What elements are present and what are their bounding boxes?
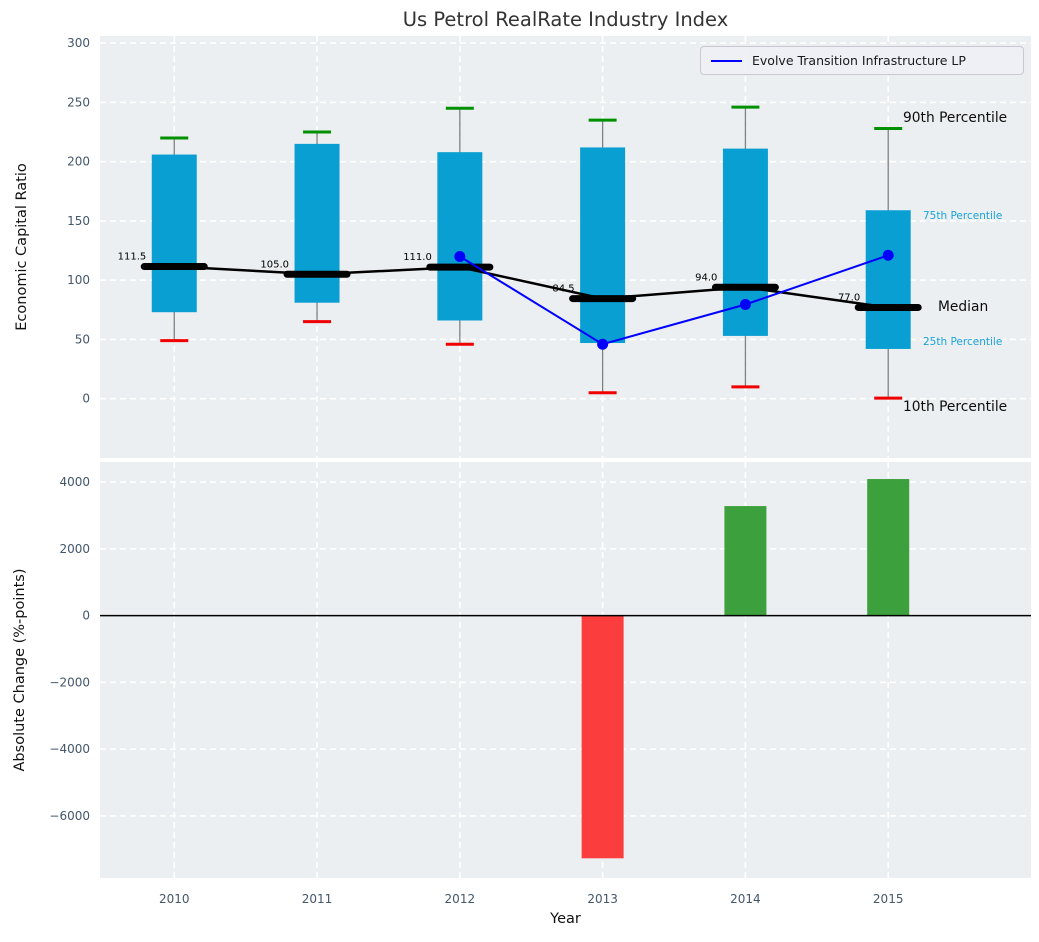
x-tick-label: 2010 [159, 892, 190, 906]
top-y-tick-label: 100 [67, 273, 90, 287]
x-tick-label: 2014 [730, 892, 761, 906]
change-bar [724, 506, 766, 616]
top-y-tick-label: 200 [67, 155, 90, 169]
bottom-y-tick-label: 0 [82, 609, 90, 623]
top-chart: 0 50 100 150 200 250 300 111.5 105.0 111.0 84.5 94.… [67, 36, 1031, 458]
percentile-box [580, 147, 625, 343]
top-y-tick-label: 250 [67, 95, 90, 109]
median-value-label: 84.5 [552, 284, 574, 295]
annotation-median: Median [938, 299, 988, 315]
overlay-series-marker [454, 251, 465, 262]
change-bar [582, 616, 624, 859]
top-y-tick-label: 150 [67, 214, 90, 228]
top-y-axis-label: Economic Capital Ratio [14, 163, 30, 330]
overlay-series-marker [883, 250, 894, 261]
annotation-10th-percentile: 10th Percentile [903, 399, 1007, 415]
median-value-label: 111.0 [403, 252, 432, 263]
bottom-y-tick-label: −6000 [49, 809, 90, 823]
percentile-box [866, 210, 911, 349]
x-tick-label: 2015 [873, 892, 904, 906]
annotation-90th-percentile: 90th Percentile [903, 110, 1007, 126]
bottom-chart: −6000 −4000 −2000 0 2000 4000 2010 2011 2012 2013… [49, 462, 1031, 906]
x-tick-label: 2012 [445, 892, 476, 906]
change-bar [867, 479, 909, 616]
top-y-tick-label: 0 [82, 392, 90, 406]
x-tick-label: 2011 [302, 892, 333, 906]
bottom-y-tick-label: 4000 [59, 475, 90, 489]
percentile-box [152, 155, 197, 313]
median-value-label: 105.0 [260, 259, 289, 270]
bottom-y-tick-label: −4000 [49, 742, 90, 756]
bottom-y-tick-label: 2000 [59, 542, 90, 556]
plot-canvas: 0 50 100 150 200 250 300 111.5 105.0 111.0 84.5 94.… [0, 0, 1039, 942]
median-value-label: 94.0 [695, 272, 717, 283]
legend-line-icon [711, 60, 742, 62]
legend: Evolve Transition Infrastructure LP [700, 46, 1024, 75]
top-y-tick-label: 50 [75, 332, 90, 346]
annotation-75th-percentile: 75th Percentile [923, 210, 1002, 222]
percentile-box [437, 152, 482, 320]
chart-title: Us Petrol RealRate Industry Index [100, 8, 1031, 31]
bottom-y-axis-label: Absolute Change (%-points) [12, 569, 28, 772]
overlay-series-marker [740, 299, 751, 310]
overlay-series-marker [597, 339, 608, 350]
legend-label: Evolve Transition Infrastructure LP [752, 53, 966, 68]
top-y-tick-label: 300 [67, 36, 90, 50]
percentile-box [295, 144, 340, 303]
x-axis-label: Year [100, 911, 1031, 927]
median-value-label: 111.5 [118, 252, 147, 263]
median-value-label: 77.0 [838, 292, 860, 303]
bottom-y-tick-label: −2000 [49, 675, 90, 689]
x-tick-label: 2013 [587, 892, 618, 906]
annotation-25th-percentile: 25th Percentile [923, 336, 1002, 348]
figure: 0 50 100 150 200 250 300 111.5 105.0 111.0 84.5 94.… [0, 0, 1039, 942]
